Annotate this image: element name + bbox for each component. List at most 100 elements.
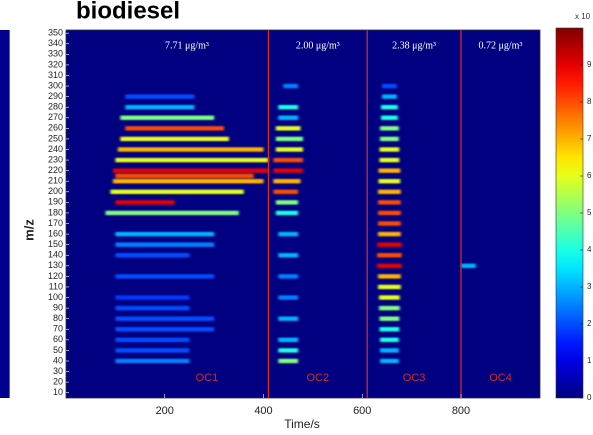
region-label: OC1: [196, 372, 219, 384]
y-tick-label: 130: [48, 260, 63, 270]
heat-streak: [115, 295, 190, 300]
heat-streak: [380, 337, 399, 343]
y-tick-label: 320: [48, 59, 63, 69]
heat-streak: [278, 253, 299, 258]
heat-streak: [378, 221, 401, 226]
heat-streak: [378, 274, 401, 279]
heat-streak: [278, 348, 299, 353]
heat-streak: [379, 316, 400, 321]
heat-streak: [379, 295, 400, 300]
heat-streak: [273, 189, 299, 194]
y-tick-label: 170: [48, 218, 63, 228]
y-tick-label: 150: [48, 239, 63, 249]
heatmap: [105, 83, 476, 364]
heat-streak: [382, 83, 397, 89]
heat-streak: [115, 348, 190, 353]
y-tick-label: 200: [48, 186, 63, 196]
concentration-label: 2.00 μg/m³: [296, 40, 340, 51]
heat-streak: [115, 316, 215, 321]
y-tick-label: 180: [48, 207, 63, 217]
y-tick-label: 40: [53, 355, 63, 365]
heat-streak: [377, 242, 402, 247]
y-tick-label: 310: [48, 70, 63, 80]
heat-streak: [125, 126, 224, 131]
heat-streak: [115, 231, 215, 237]
heat-streak: [278, 115, 299, 120]
heat-streak: [379, 305, 400, 311]
heat-streak: [110, 189, 244, 194]
y-tick-label: 210: [48, 176, 63, 186]
chart-title: biodiesel: [76, 0, 180, 24]
region-label: OC4: [489, 372, 512, 384]
colorbar-tick-label: 6: [587, 171, 592, 180]
y-tick-label: 120: [48, 271, 63, 281]
heat-streak: [283, 83, 299, 89]
y-tick-label: 50: [53, 345, 63, 355]
y-tick-label: 20: [53, 377, 63, 387]
heat-streak: [115, 200, 175, 205]
x-tick-label: 800: [452, 405, 470, 417]
x-tick-label: 600: [353, 405, 371, 417]
heat-streak: [115, 253, 190, 258]
y-tick-label: 70: [53, 324, 63, 334]
y-tick-label: 280: [48, 102, 63, 112]
heat-streak: [120, 115, 215, 120]
heat-streak: [378, 200, 401, 205]
heat-streak: [125, 94, 195, 99]
heat-streak: [117, 147, 264, 152]
heat-streak: [115, 337, 190, 343]
colorbar-tick-label: 4: [587, 245, 592, 254]
heat-streak: [112, 168, 269, 173]
heat-streak: [380, 348, 399, 353]
colorbar-tick-label: 9: [587, 60, 592, 69]
y-tick-label: 300: [48, 80, 63, 90]
heat-streak: [382, 94, 397, 99]
heat-streak: [378, 210, 401, 216]
colorbar-tick-label: 2: [587, 319, 592, 328]
heat-streak: [105, 210, 239, 216]
heat-streak: [381, 115, 398, 120]
y-axis-label: m/z: [21, 219, 36, 241]
heat-streak: [125, 104, 195, 110]
x-axis-label: Time/s: [284, 417, 320, 431]
heat-streak: [115, 305, 190, 311]
heat-streak: [461, 263, 476, 269]
heat-streak: [377, 253, 402, 258]
y-tick-label: 80: [53, 313, 63, 323]
y-tick-label: 350: [48, 28, 63, 38]
y-tick-label: 10: [53, 387, 63, 397]
heat-streak: [273, 168, 303, 173]
concentration-label: 7.71 μg/m³: [165, 40, 209, 51]
heat-streak: [275, 126, 301, 131]
y-tick-label: 90: [53, 302, 63, 312]
heat-streak: [278, 337, 299, 343]
colorbar-tick-label: 7: [587, 134, 592, 143]
y-tick-label: 330: [48, 49, 63, 59]
region-label: OC3: [403, 372, 426, 384]
y-tick-label: 290: [48, 91, 63, 101]
y-tick-label: 250: [48, 133, 63, 143]
heat-streak: [120, 136, 229, 142]
heat-streak: [275, 200, 299, 205]
heat-streak: [379, 157, 400, 163]
adjacent-panel: [0, 30, 9, 398]
y-tick-label: 230: [48, 154, 63, 164]
colorbar-tick-label: 3: [587, 282, 592, 291]
heat-streak: [278, 104, 299, 110]
heat-streak: [115, 358, 190, 364]
heat-streak: [380, 358, 399, 364]
x-tick-label: 200: [156, 405, 174, 417]
heat-streak: [115, 157, 269, 163]
heat-streak: [278, 358, 299, 364]
colorbar: [555, 27, 584, 399]
heat-streak: [380, 136, 399, 142]
y-tick-label: 30: [53, 366, 63, 376]
colorbar-tick-label: 5: [587, 208, 592, 217]
heat-streak: [278, 274, 299, 279]
heat-streak: [380, 126, 399, 131]
heat-streak: [378, 284, 401, 290]
heat-streak: [115, 173, 254, 179]
heat-streak: [381, 104, 398, 110]
colorbar-tick-label: 1: [587, 356, 592, 365]
